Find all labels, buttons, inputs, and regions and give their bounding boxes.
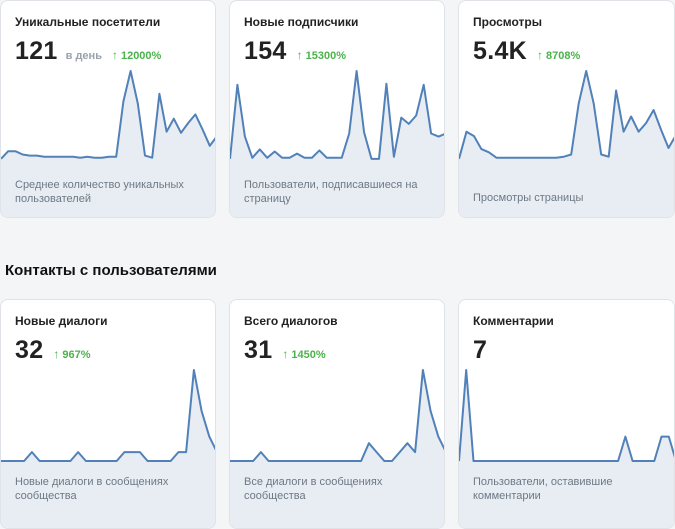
sparkline-line bbox=[459, 369, 674, 462]
card-title: Новые диалоги bbox=[15, 314, 108, 328]
card-description: Просмотры страницы bbox=[473, 192, 584, 204]
card-description: Пользователи, подписавшиеся на страницу bbox=[244, 179, 418, 205]
card-total-dialogs[interactable]: Всего диалогов 31 ↑ 1450% Все диалоги в с… bbox=[229, 299, 445, 529]
card-title: Просмотры bbox=[473, 15, 543, 29]
metric-delta: ↑ 15300% bbox=[297, 48, 346, 62]
metric-delta: ↑ 8708% bbox=[537, 48, 580, 62]
card-title: Новые подписчики bbox=[244, 15, 359, 29]
arrow-up-icon: ↑ bbox=[53, 347, 60, 361]
sparkline bbox=[1, 369, 215, 528]
card-description: Пользователи, оставившие комментарии bbox=[473, 476, 613, 502]
arrow-up-icon: ↑ bbox=[282, 347, 289, 361]
sparkline bbox=[230, 369, 444, 528]
card-comments[interactable]: Комментарии 7 Пользователи, оставившие к… bbox=[458, 299, 675, 529]
sparkline-area bbox=[459, 370, 674, 528]
metric-value: 32 bbox=[15, 336, 44, 364]
card-new-dialogs[interactable]: Новые диалоги 32 ↑ 967% Новые диалоги в с… bbox=[0, 299, 216, 529]
metric-value: 7 bbox=[473, 336, 488, 364]
metric-suffix: в день bbox=[65, 50, 102, 62]
metric-value: 5.4K bbox=[473, 37, 528, 65]
metric-value: 121 bbox=[15, 37, 58, 65]
metric-delta: ↑ 12000% bbox=[112, 48, 161, 62]
card-new-subscribers[interactable]: Новые подписчики 154 ↑ 15300% Пользовател… bbox=[229, 0, 445, 218]
card-page-views[interactable]: Просмотры 5.4K ↑ 8708% Просмотры страницы bbox=[458, 0, 675, 218]
delta-value: 15300% bbox=[305, 50, 346, 62]
sparkline-line bbox=[459, 70, 674, 160]
card-description: Все диалоги в сообщениях сообщества bbox=[244, 476, 383, 502]
metric-delta: ↑ 1450% bbox=[282, 347, 325, 361]
sparkline bbox=[1, 70, 215, 217]
sparkline-area bbox=[230, 370, 444, 528]
delta-value: 12000% bbox=[120, 50, 162, 62]
card-title: Комментарии bbox=[473, 314, 554, 328]
sparkline-area bbox=[1, 370, 215, 528]
sparkline-line bbox=[1, 369, 215, 462]
metric-value: 31 bbox=[244, 336, 273, 364]
sparkline bbox=[459, 70, 674, 217]
metric-value: 154 bbox=[244, 37, 287, 65]
section-title: Контакты с пользователями bbox=[5, 262, 217, 279]
sparkline-area bbox=[459, 71, 674, 217]
arrow-up-icon: ↑ bbox=[111, 48, 118, 62]
sparkline bbox=[459, 369, 674, 528]
metric-delta: ↑ 967% bbox=[53, 347, 90, 361]
card-description: Новые диалоги в сообщениях сообщества bbox=[15, 476, 169, 502]
sparkline-area bbox=[230, 71, 444, 217]
sparkline-line bbox=[1, 70, 215, 160]
card-description: Среднее количество уникальных пользовате… bbox=[15, 179, 184, 205]
sparkline bbox=[230, 70, 444, 217]
delta-value: 967% bbox=[62, 349, 91, 361]
card-title: Уникальные посетители bbox=[15, 15, 161, 29]
sparkline-line bbox=[230, 70, 444, 160]
sparkline-line bbox=[230, 369, 444, 462]
card-title: Всего диалогов bbox=[244, 314, 338, 328]
delta-value: 8708% bbox=[546, 50, 581, 62]
card-unique-visitors[interactable]: Уникальные посетители 121 в день ↑ 12000%… bbox=[0, 0, 216, 218]
arrow-up-icon: ↑ bbox=[296, 48, 303, 62]
delta-value: 1450% bbox=[291, 349, 326, 361]
arrow-up-icon: ↑ bbox=[537, 48, 544, 62]
